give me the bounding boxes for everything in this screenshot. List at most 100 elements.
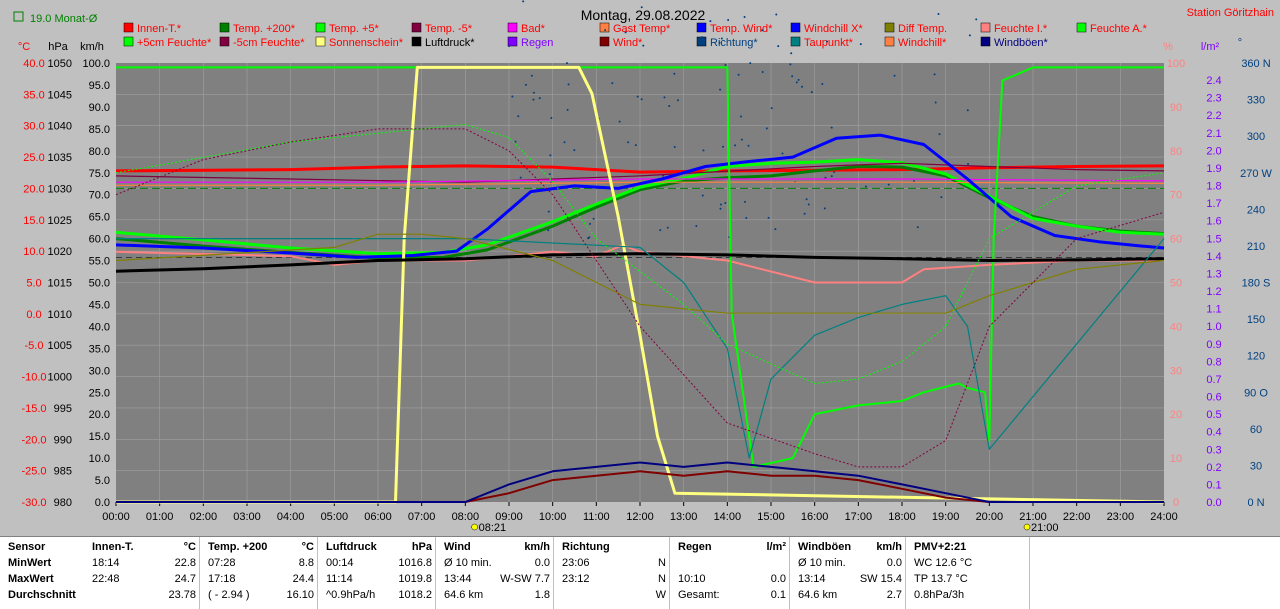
direction-dot [702,149,705,152]
kmh-tick: 65.0 [89,212,110,224]
direction-dot [532,91,535,94]
max-time: 10:10 [678,573,706,585]
pct-tick: 20 [1170,409,1182,421]
direction-dot [640,6,643,9]
direction-dot [668,105,671,108]
direction-dot [747,144,750,147]
column-unit: l/m² [766,541,786,553]
sunset-label: 21:00 [1031,522,1059,534]
x-tick-label: 02:00 [190,511,218,523]
direction-dot [830,175,833,178]
legend-label: Innen-T.* [137,23,182,35]
series-line-sonne [116,65,1165,504]
direction-dot [916,226,919,229]
kmh-tick: 0.0 [95,497,110,509]
lm2-tick: 1.1 [1206,304,1221,316]
legend-label: +5cm Feuchte* [137,37,212,49]
lm2-tick: 2.4 [1206,75,1221,87]
lm2-tick: 1.4 [1206,251,1221,263]
legend-swatch [123,36,134,47]
direction-dot [548,173,551,176]
direction-dot [519,176,522,179]
legend-swatch [980,22,991,33]
column-unit: km/h [524,541,550,553]
x-tick-label: 11:00 [583,511,610,523]
temp-tick: -20.0 [21,434,46,446]
direction-dot [573,149,576,152]
axis-title-temp: °C [18,41,30,53]
pct-tick: 100 [1167,58,1185,70]
deg-tick: 30 [1250,460,1262,472]
table-column [440,537,554,609]
direction-dot [611,82,614,85]
max-value: W-SW 7.7 [500,573,550,585]
avg-value: 2.7 [886,589,902,601]
max-time: 23:12 [562,573,590,585]
avg-value: 0.1 [770,589,786,601]
direction-dot [791,75,794,78]
direction-dot [770,107,773,110]
column-title: Windböen [798,541,852,553]
legend-swatch [980,36,991,47]
column-title: Temp. +200 [208,541,268,553]
legend-swatch [411,36,422,47]
max-time: 13:44 [444,573,472,585]
avg-note: 64.6 km [798,589,838,601]
direction-dot [975,18,978,21]
deg-tick: 90 O [1244,387,1268,399]
lm2-tick: 2.2 [1206,110,1221,122]
direction-dot [767,216,770,219]
direction-dot [549,154,552,157]
direction-dot [749,62,752,65]
deg-tick: 180 S [1242,278,1271,290]
direction-dot [790,52,793,55]
series-line-temp5 [115,158,1165,256]
legend-swatch [507,22,518,33]
direction-dot [967,162,970,165]
hpa-tick: 1040 [48,121,72,133]
direction-dot [517,115,520,118]
lm2-tick: 1.6 [1206,216,1221,228]
legend-swatch [123,22,134,33]
direction-dot [563,141,566,144]
min-time: Ø 10 min. [444,557,492,569]
column-title: PMV+2:21 [914,541,967,553]
temp-tick: 0.0 [26,309,41,321]
legend-swatch [696,36,707,47]
x-tick-label: 19:00 [932,511,960,523]
min-time: WC 12.6 °C [914,557,973,569]
direction-dot [893,74,896,77]
series-line-diff [115,233,1165,314]
deg-tick: 300 [1247,131,1265,143]
direction-dot [673,146,676,149]
direction-dot [864,185,867,188]
legend-label: Windchill X* [804,23,863,35]
direction-dot [761,29,764,32]
x-tick-label: 15:00 [757,511,785,523]
legend-label: Temp. -5* [425,23,473,35]
direction-dot [937,13,940,16]
column-unit: °C [183,541,196,553]
kmh-tick: 95.0 [89,80,110,92]
direction-dot [676,99,679,102]
kmh-tick: 5.0 [95,475,110,487]
kmh-tick: 90.0 [89,102,110,114]
direction-dot [701,194,704,197]
direction-dot [913,180,916,183]
legend-swatch [315,36,326,47]
direction-dot [567,83,570,86]
x-tick-label: 01:00 [146,511,174,523]
legend-swatch [790,22,801,33]
temp-tick: 35.0 [23,89,44,101]
kmh-tick: 85.0 [89,124,110,136]
direction-dot [810,91,813,94]
legend-swatch [790,36,801,47]
avg-value: 1.8 [534,589,550,601]
legend-swatch [884,22,895,33]
x-tick-label: 16:00 [801,511,829,523]
min-value: N [658,557,666,569]
lm2-tick: 0.7 [1206,374,1221,386]
direction-dot [830,126,833,129]
direction-dot [745,217,748,220]
direction-dot [805,198,808,201]
